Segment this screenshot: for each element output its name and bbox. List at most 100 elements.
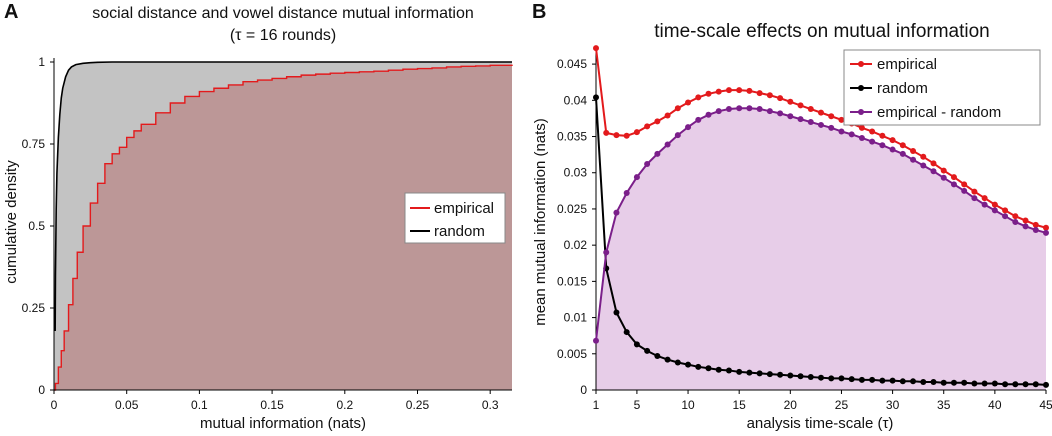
x-tick-label: 35 <box>937 398 951 412</box>
panel-a-letter: A <box>4 1 18 23</box>
empirical-point <box>920 153 927 160</box>
random-point <box>613 309 620 316</box>
x-tick-label: 0.1 <box>191 398 208 412</box>
empirical-point <box>818 109 824 116</box>
difference-point <box>940 174 947 181</box>
empirical-point <box>889 137 896 144</box>
random-point <box>971 380 978 387</box>
difference-point <box>889 146 896 153</box>
panel-b-axes: 1 5 10 15 20 25 30 35 40 4500.0050.010.0150.020.0… <box>557 46 1052 412</box>
difference-point <box>869 138 876 145</box>
difference-point <box>1032 226 1039 233</box>
empirical-point <box>961 181 968 188</box>
y-tick-label: 0.01 <box>564 311 588 325</box>
difference-point <box>899 150 906 157</box>
empirical-point <box>991 201 998 208</box>
difference-point <box>950 181 957 188</box>
random-point <box>633 341 640 348</box>
difference-point <box>674 132 681 139</box>
difference-point <box>1022 223 1029 230</box>
panel-a-lines <box>54 61 513 391</box>
panel-b-legend: empirical random empirical - random <box>843 49 1041 126</box>
difference-point <box>644 161 651 168</box>
y-tick-label: 0.03 <box>564 166 588 180</box>
x-tick-label: 10 <box>681 398 695 412</box>
x-tick-label: 40 <box>988 398 1002 412</box>
difference-point <box>725 106 732 113</box>
y-tick-label: 0.035 <box>557 130 587 144</box>
legend-empirical-label: empirical <box>434 200 494 217</box>
random-point <box>654 352 661 359</box>
empirical-point <box>777 95 784 102</box>
random-point <box>818 374 824 381</box>
x-tick-label: 30 <box>886 398 900 412</box>
panel-b-x-axis-label: analysis time-scale (τ) <box>747 415 894 432</box>
random-point <box>1002 381 1009 388</box>
x-tick-label: 0 <box>51 398 58 412</box>
random-point <box>623 329 630 336</box>
empirical-point <box>1032 221 1039 228</box>
random-point <box>807 373 814 380</box>
empirical-point <box>756 90 763 97</box>
x-tick-label: 0.05 <box>115 398 139 412</box>
panel-a: A social distance and vowel distance mut… <box>3 1 513 432</box>
empirical-point <box>674 105 681 112</box>
difference-point <box>623 190 630 197</box>
difference-point <box>664 141 671 148</box>
random-point <box>777 371 784 378</box>
random-point <box>797 373 804 380</box>
random-point <box>981 380 988 387</box>
x-tick-label: 25 <box>835 398 849 412</box>
y-tick-label: 0.02 <box>564 238 588 252</box>
empirical-point <box>797 102 804 109</box>
random-point <box>695 363 702 370</box>
random-point <box>910 378 917 385</box>
empirical-point <box>603 129 610 136</box>
empirical-point <box>899 142 906 149</box>
random-cdf-line <box>54 61 512 331</box>
random-point <box>950 379 957 386</box>
difference-point <box>910 156 917 163</box>
random-point <box>1012 381 1019 388</box>
random-point <box>756 370 763 377</box>
y-tick-label: 0.025 <box>557 202 587 216</box>
random-point <box>879 377 886 384</box>
difference-point <box>1043 229 1049 236</box>
empirical-point <box>940 167 947 174</box>
panel-b-legend-box <box>843 49 1041 126</box>
empirical-point <box>807 106 814 113</box>
random-point <box>766 371 773 378</box>
random-point <box>961 379 968 386</box>
random-point <box>848 376 855 383</box>
x-tick-label: 45 <box>1039 398 1052 412</box>
empirical-point <box>1012 213 1019 220</box>
random-point <box>674 359 681 366</box>
panel-a-x-axis-label: mutual information (nats) <box>200 415 366 432</box>
difference-point <box>991 207 998 214</box>
random-point <box>664 356 671 363</box>
panel-b-letter: B <box>532 1 546 23</box>
random-point <box>787 372 794 379</box>
y-tick-label: 0.045 <box>557 57 587 71</box>
empirical-point <box>869 128 876 135</box>
random-point <box>644 347 651 354</box>
empirical-point <box>879 132 886 139</box>
panel-a-title-line2: (τ = 16 rounds) <box>230 27 336 44</box>
random-point <box>593 94 599 101</box>
y-tick-label: 0.75 <box>22 137 46 151</box>
legend-b-random-label: random <box>877 80 928 97</box>
x-tick-label: 15 <box>733 398 747 412</box>
random-point <box>991 380 998 387</box>
random-point <box>858 376 865 383</box>
panel-b-fills <box>596 108 1046 390</box>
empirical-point <box>664 112 671 119</box>
empirical-point <box>695 94 702 101</box>
empirical-point <box>725 87 732 94</box>
difference-point <box>603 249 610 256</box>
difference-point <box>971 195 978 202</box>
random-point <box>1022 381 1029 388</box>
difference-point <box>797 116 804 123</box>
empirical-point <box>644 123 651 130</box>
random-point <box>685 361 692 368</box>
difference-point <box>879 142 886 149</box>
